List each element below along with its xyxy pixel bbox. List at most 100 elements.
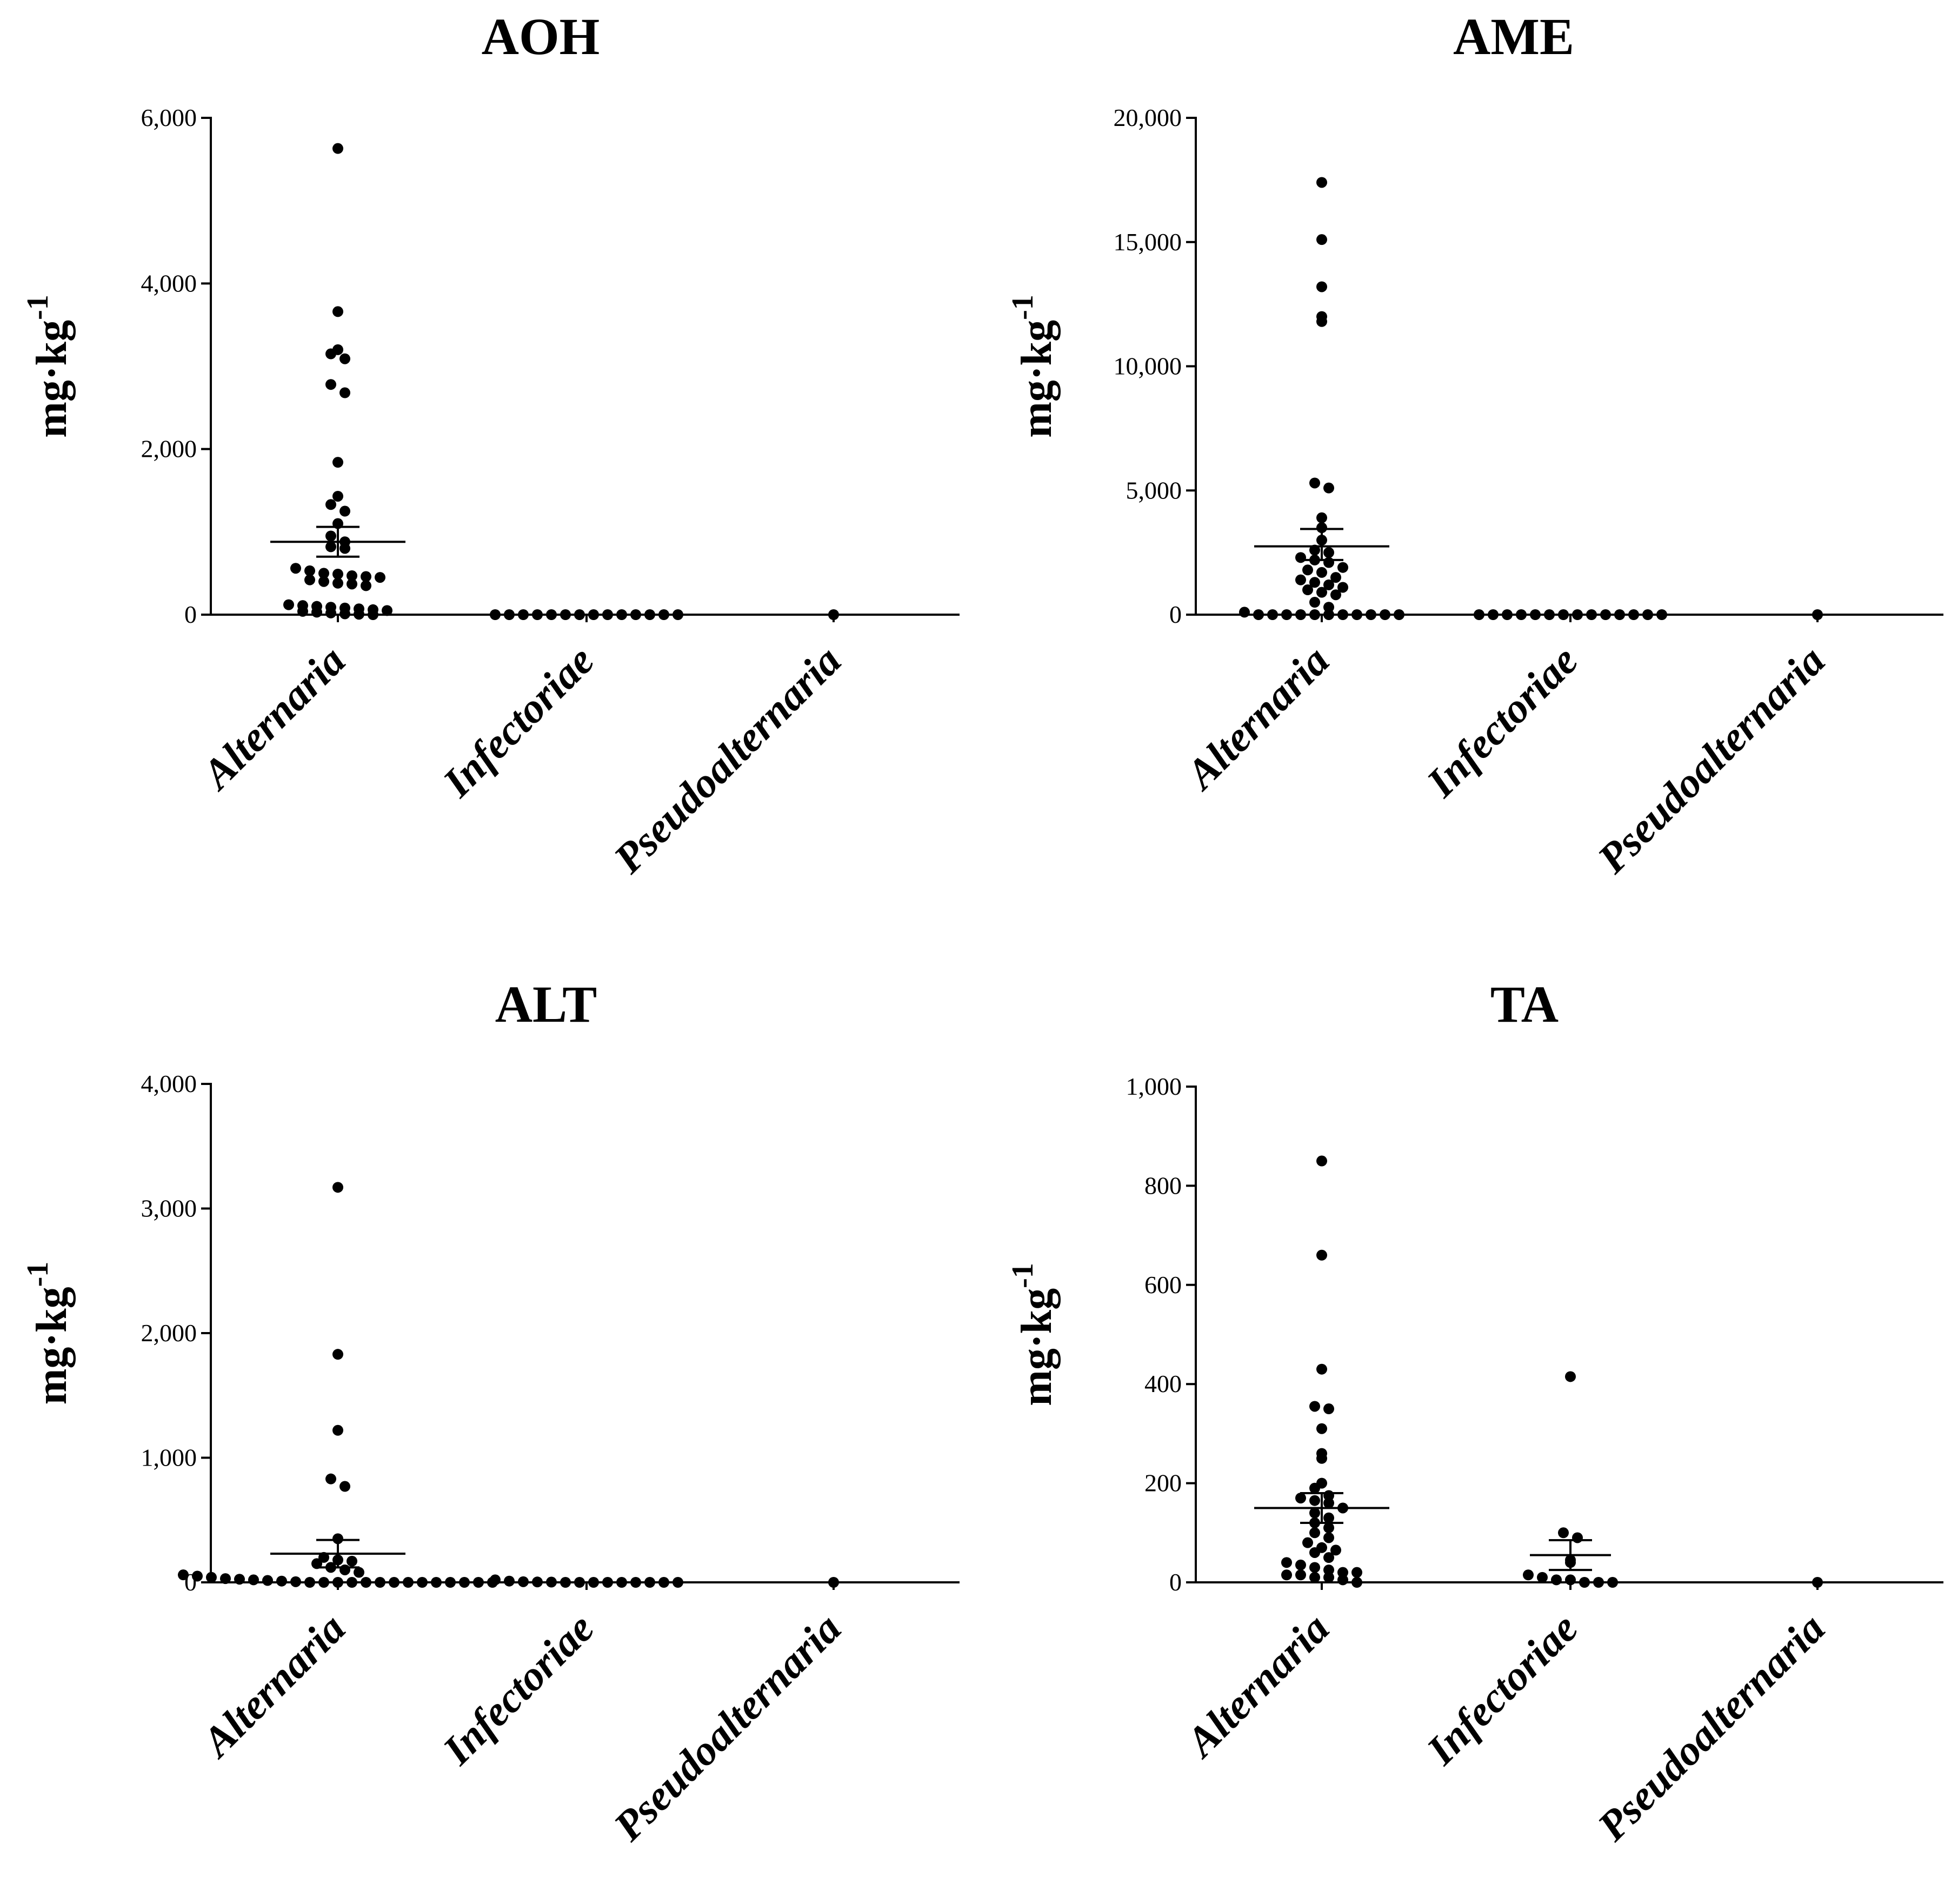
data-point xyxy=(332,577,343,589)
y-tick-label: 10,000 xyxy=(1114,352,1182,380)
data-point xyxy=(1565,1371,1576,1382)
group-alternaria xyxy=(270,143,405,620)
data-point xyxy=(1316,1249,1327,1261)
data-point xyxy=(304,574,315,585)
data-point xyxy=(546,609,557,620)
data-point xyxy=(1572,1532,1583,1543)
data-point xyxy=(1474,609,1484,620)
data-point xyxy=(1316,1453,1327,1464)
data-point xyxy=(1309,1572,1320,1583)
data-point xyxy=(347,570,357,582)
y-tick-label: 0 xyxy=(184,601,197,628)
data-point xyxy=(644,1577,655,1588)
data-point xyxy=(1316,567,1327,578)
y-tick-label: 4,000 xyxy=(141,269,197,297)
data-point xyxy=(368,609,378,620)
data-point xyxy=(361,1577,371,1588)
data-point xyxy=(1330,572,1341,583)
data-point xyxy=(1523,1569,1534,1581)
category-label-pseudoalternaria: Pseudoalternaria xyxy=(604,637,850,882)
data-point xyxy=(1323,557,1334,568)
data-point xyxy=(1565,1574,1576,1586)
data-point xyxy=(1316,281,1327,292)
y-axis-label: mg·kg-1 xyxy=(21,1262,76,1404)
data-point xyxy=(325,1473,336,1484)
data-point xyxy=(1394,609,1404,620)
data-point xyxy=(1323,1512,1334,1523)
category-label-infectoriae: Infectoriae xyxy=(434,1605,603,1774)
data-point xyxy=(290,1576,301,1587)
data-point xyxy=(332,143,343,154)
data-point xyxy=(616,1577,627,1588)
data-point xyxy=(332,568,343,580)
category-label-alternaria: Alternaria xyxy=(1175,637,1338,800)
data-point xyxy=(1309,577,1320,588)
group-alternaria xyxy=(178,1182,498,1588)
data-point xyxy=(1812,1577,1823,1588)
data-point xyxy=(490,1574,501,1586)
group-pseudoalternaria xyxy=(1812,1577,1823,1588)
data-point xyxy=(1309,477,1320,489)
data-point xyxy=(658,1577,669,1588)
chart-panel-ta: TA 0 200 400 600 800 1,000 mg·kg-1 Alternaria Inf… xyxy=(1006,975,1943,1850)
data-point xyxy=(206,1572,217,1583)
data-point xyxy=(1579,1577,1590,1588)
data-point xyxy=(1316,587,1327,598)
data-point xyxy=(304,565,315,576)
data-point xyxy=(1316,512,1327,523)
data-point xyxy=(318,576,329,587)
data-point xyxy=(417,1577,428,1588)
y-tick-label: 400 xyxy=(1144,1370,1182,1397)
data-point xyxy=(1323,1403,1334,1415)
data-point xyxy=(1302,564,1313,576)
data-point xyxy=(1593,1577,1604,1588)
data-point xyxy=(602,1577,613,1588)
data-point xyxy=(560,609,571,620)
data-point xyxy=(490,609,501,620)
data-point xyxy=(459,1577,470,1588)
data-point xyxy=(1309,597,1320,608)
data-point xyxy=(325,348,336,360)
data-point xyxy=(1309,1527,1320,1539)
data-point xyxy=(332,490,343,502)
data-point xyxy=(1330,1544,1341,1556)
category-label-pseudoalternaria: Pseudoalternaria xyxy=(604,1605,850,1850)
data-point xyxy=(1323,1532,1334,1543)
data-point xyxy=(504,1575,515,1587)
data-point xyxy=(332,1577,343,1588)
data-point xyxy=(630,609,641,620)
data-point xyxy=(1316,1423,1327,1434)
data-point xyxy=(304,1577,315,1588)
data-point xyxy=(1309,1482,1320,1494)
data-point xyxy=(375,572,385,583)
data-point xyxy=(1337,1574,1348,1586)
data-point xyxy=(403,1577,414,1588)
data-point xyxy=(1302,584,1313,596)
data-point xyxy=(588,1577,599,1588)
category-label-infectoriae: Infectoriae xyxy=(1417,1605,1587,1774)
y-tick-label: 3,000 xyxy=(141,1195,197,1222)
data-point xyxy=(532,609,543,620)
data-point xyxy=(318,1577,329,1588)
data-point xyxy=(354,609,364,620)
data-point xyxy=(546,1576,557,1588)
y-tick-label: 0 xyxy=(1169,1568,1182,1596)
data-point xyxy=(1309,1401,1320,1412)
group-infectoriae xyxy=(490,1574,683,1588)
group-pseudoalternaria xyxy=(1812,609,1823,620)
data-point xyxy=(1351,609,1362,620)
data-point xyxy=(1351,1567,1362,1578)
category-label-infectoriae: Infectoriae xyxy=(434,637,603,806)
data-point xyxy=(560,1577,571,1588)
data-point xyxy=(318,568,329,579)
y-tick-label: 2,000 xyxy=(141,435,197,463)
data-point xyxy=(1295,1559,1306,1570)
data-point xyxy=(262,1575,273,1586)
data-point xyxy=(518,1576,529,1587)
data-point xyxy=(347,1577,357,1588)
data-point xyxy=(828,609,839,620)
y-tick-label: 2,000 xyxy=(141,1319,197,1347)
group-pseudoalternaria xyxy=(828,1577,839,1588)
data-point xyxy=(1267,609,1278,620)
